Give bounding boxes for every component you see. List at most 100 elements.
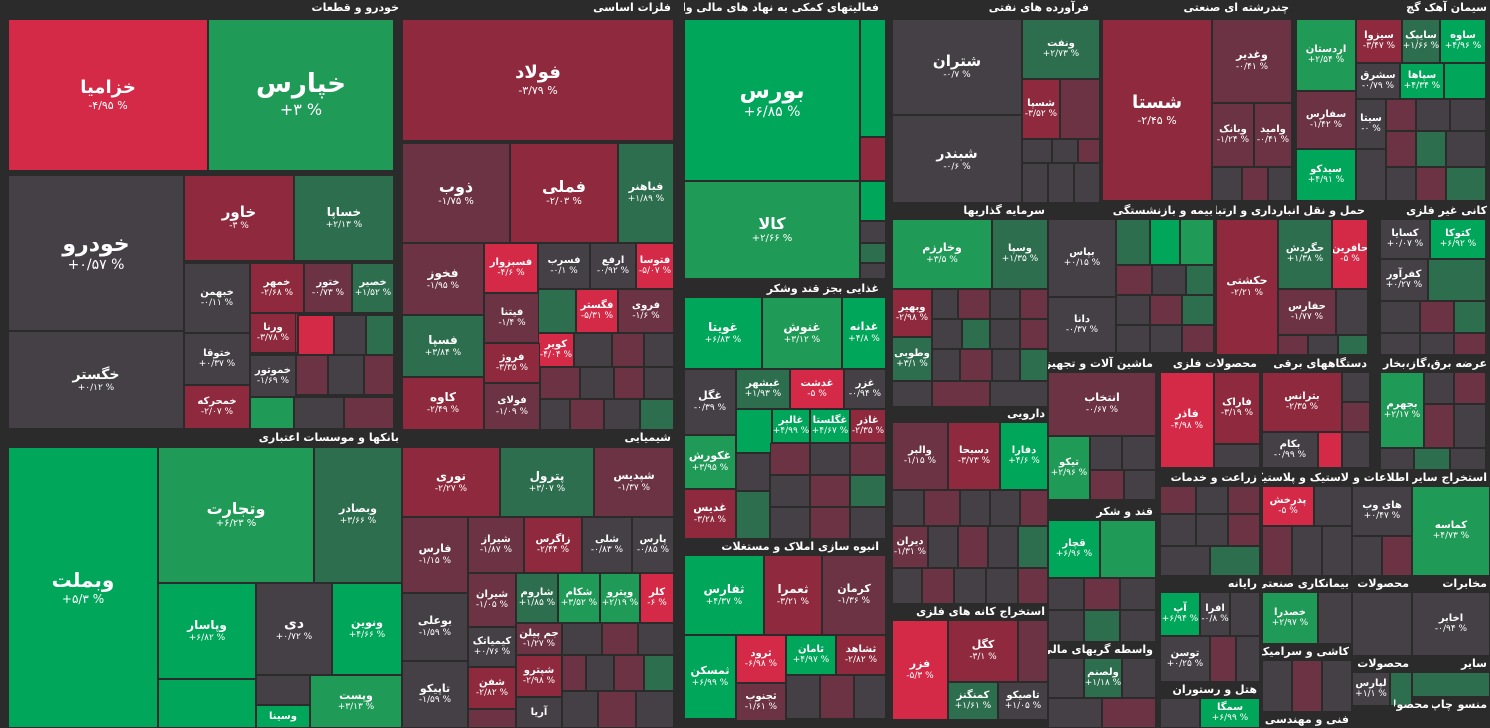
stock-tile[interactable]: خساپا +۲/۱۳ % [294, 175, 394, 261]
stock-tile[interactable]: خگستر +۰/۱۲ % [8, 331, 184, 429]
stock-tile-small[interactable] [770, 443, 810, 475]
stock-tile-small[interactable] [1180, 219, 1214, 265]
stock-tile-small[interactable] [1386, 99, 1416, 131]
stock-tile[interactable]: شیران -۱/۰۵ % [468, 573, 516, 627]
stock-tile-small[interactable] [1454, 301, 1486, 333]
stock-tile-small[interactable] [1428, 259, 1486, 301]
stock-tile[interactable]: سایپک +۱/۶۶ % [1402, 19, 1440, 63]
stock-tile-small[interactable] [1322, 526, 1352, 576]
stock-tile-small[interactable] [636, 691, 674, 728]
stock-tile[interactable]: زاگرس -۲/۴۴ % [524, 517, 582, 573]
stock-tile[interactable]: افرا -۰/۸ % [1200, 592, 1230, 636]
stock-tile-small[interactable] [1018, 526, 1048, 568]
stock-tile-small[interactable] [932, 289, 958, 319]
stock-tile-small[interactable] [540, 367, 580, 399]
stock-tile[interactable]: شسپا -۳/۵۲ % [1022, 79, 1060, 139]
stock-tile-small[interactable] [1416, 167, 1446, 201]
stock-tile-small[interactable] [364, 355, 394, 395]
stock-tile-small[interactable] [1182, 325, 1214, 353]
stock-tile[interactable]: آریا [516, 697, 562, 728]
stock-tile-small[interactable] [1416, 99, 1450, 131]
stock-tile[interactable]: ونوین +۴/۶۶ % [332, 583, 402, 675]
stock-tile[interactable]: والبر -۱/۱۵ % [892, 422, 948, 490]
stock-tile[interactable]: شپدیس -۱/۳۷ % [594, 447, 674, 517]
stock-tile[interactable]: وبصادر +۳/۶۶ % [314, 447, 402, 583]
stock-tile-small[interactable] [1116, 325, 1150, 353]
stock-tile-small[interactable] [1386, 167, 1416, 201]
stock-tile[interactable]: غویتا +۶/۸۳ % [684, 297, 762, 369]
stock-tile[interactable]: وخارزم +۳/۵ % [892, 219, 992, 289]
stock-tile[interactable]: وسینا [256, 705, 310, 728]
stock-tile-small[interactable] [570, 399, 604, 430]
stock-tile-small[interactable] [1122, 436, 1156, 470]
stock-tile[interactable]: تاپیکو -۱/۵۹ % [402, 661, 468, 728]
stock-tile[interactable]: خمهر -۲/۶۸ % [250, 263, 304, 313]
stock-tile-small[interactable] [1454, 404, 1486, 448]
stock-tile[interactable]: فسرب -۰/۱ % [538, 243, 590, 289]
stock-tile-small[interactable] [1048, 658, 1084, 698]
stock-tile[interactable]: کاوه -۲/۴۹ % [402, 377, 484, 430]
stock-tile[interactable]: توسن +۰/۲۵ % [1160, 636, 1210, 682]
stock-tile[interactable]: کماسه +۴/۷۳ % [1412, 486, 1490, 576]
stock-tile[interactable]: فباهنر +۱/۸۹ % [618, 143, 674, 243]
stock-tile-small[interactable] [1262, 660, 1292, 712]
stock-tile-small[interactable] [1048, 610, 1084, 642]
stock-tile[interactable]: کیمیاتک +۰/۷۶ % [468, 627, 516, 667]
stock-tile[interactable]: فارس -۱/۱۵ % [402, 517, 468, 593]
stock-tile[interactable]: حگردش +۱/۳۸ % [1278, 219, 1332, 289]
stock-tile-small[interactable] [1352, 536, 1382, 576]
stock-tile-small[interactable] [1386, 131, 1416, 167]
stock-tile[interactable]: ختوقا +۰/۳۷ % [184, 333, 250, 385]
stock-tile-small[interactable] [640, 399, 674, 430]
stock-tile-small[interactable] [960, 490, 990, 526]
stock-tile[interactable]: شکام +۳/۵۲ % [558, 573, 600, 623]
stock-tile-small[interactable] [1444, 63, 1486, 99]
stock-tile-small[interactable] [612, 333, 644, 367]
stock-tile-small[interactable] [1160, 698, 1200, 728]
stock-tile[interactable]: فیتنا -۱/۴ % [484, 293, 540, 343]
stock-tile[interactable]: غاذر -۲/۳۵ % [850, 409, 886, 443]
stock-tile-small[interactable] [1186, 265, 1214, 295]
stock-tile-small[interactable] [988, 526, 1018, 568]
stock-tile[interactable]: سپاها +۴/۳۴ % [1400, 63, 1444, 99]
stock-tile-small[interactable] [1454, 372, 1486, 404]
stock-tile-small[interactable] [736, 409, 772, 453]
stock-tile-small[interactable] [932, 381, 990, 407]
stock-tile[interactable]: حکشتی -۲/۲۱ % [1216, 219, 1278, 355]
stock-tile-small[interactable] [1124, 470, 1156, 500]
stock-tile[interactable]: فولای -۱/۰۹ % [484, 383, 540, 430]
stock-tile[interactable]: فروژ -۳/۳۵ % [484, 343, 540, 383]
stock-tile[interactable]: وتجارت +۶/۲۳ % [158, 447, 314, 583]
stock-tile-small[interactable] [1214, 444, 1260, 468]
stock-tile-small[interactable] [1356, 149, 1386, 201]
stock-tile-small[interactable] [992, 349, 1020, 381]
stock-tile-small[interactable] [598, 691, 636, 728]
stock-tile-small[interactable] [296, 355, 328, 395]
stock-tile[interactable]: بپاس +۰/۱۵ % [1048, 219, 1116, 297]
stock-tile-small[interactable] [1090, 436, 1122, 470]
stock-tile-small[interactable] [1314, 486, 1352, 526]
stock-tile[interactable]: بجهرم +۲/۱۷ % [1380, 372, 1424, 448]
stock-tile-small[interactable] [1018, 620, 1048, 682]
stock-tile-small[interactable] [1074, 163, 1100, 203]
stock-tile[interactable]: حفارس -۱/۷۷ % [1278, 289, 1336, 335]
stock-tile-small[interactable] [854, 675, 886, 719]
stock-tile[interactable]: غدیس -۳/۲۸ % [684, 489, 736, 539]
stock-tile[interactable]: شبندر -۰/۶ % [892, 115, 1022, 203]
stock-tile-small[interactable] [1420, 333, 1454, 355]
stock-tile-small[interactable] [954, 568, 986, 604]
stock-tile[interactable]: خموتور -۱/۶۹ % [250, 355, 296, 397]
stock-tile-small[interactable] [1102, 698, 1156, 728]
stock-tile-small[interactable] [1318, 592, 1352, 644]
stock-tile[interactable]: خمحرکه -۲/۰۷ % [184, 385, 250, 429]
stock-tile-small[interactable] [586, 655, 614, 691]
stock-tile[interactable]: آپ +۶/۹۴ % [1160, 592, 1200, 636]
stock-tile[interactable]: سمگا +۶/۹۹ % [1200, 698, 1260, 728]
stock-tile[interactable]: فخوز -۱/۹۵ % [402, 243, 484, 315]
stock-tile[interactable]: کالا +۲/۶۶ % [684, 181, 860, 279]
stock-tile[interactable]: خاور -۳ % [184, 175, 294, 261]
stock-tile-small[interactable] [1268, 167, 1292, 201]
stock-tile-small[interactable] [860, 243, 886, 263]
stock-tile[interactable]: غکورش +۳/۹۵ % [684, 435, 736, 489]
stock-tile-small[interactable] [1210, 546, 1260, 576]
